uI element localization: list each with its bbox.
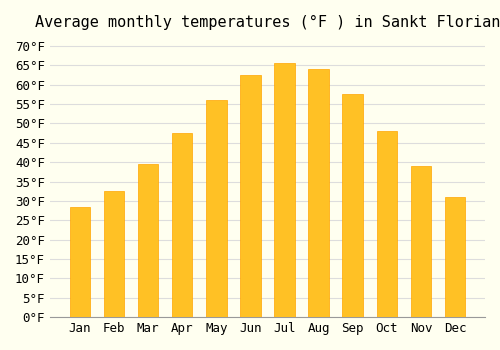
Bar: [342, 94, 363, 317]
Bar: [104, 191, 124, 317]
Bar: [240, 75, 260, 317]
Bar: [274, 63, 294, 317]
Bar: [172, 133, 193, 317]
Title: Average monthly temperatures (°F ) in Sankt Florian: Average monthly temperatures (°F ) in Sa…: [34, 15, 500, 30]
Bar: [308, 69, 329, 317]
Bar: [376, 131, 397, 317]
Bar: [410, 166, 431, 317]
Bar: [138, 164, 158, 317]
Bar: [206, 100, 227, 317]
Bar: [445, 197, 465, 317]
Bar: [70, 207, 90, 317]
